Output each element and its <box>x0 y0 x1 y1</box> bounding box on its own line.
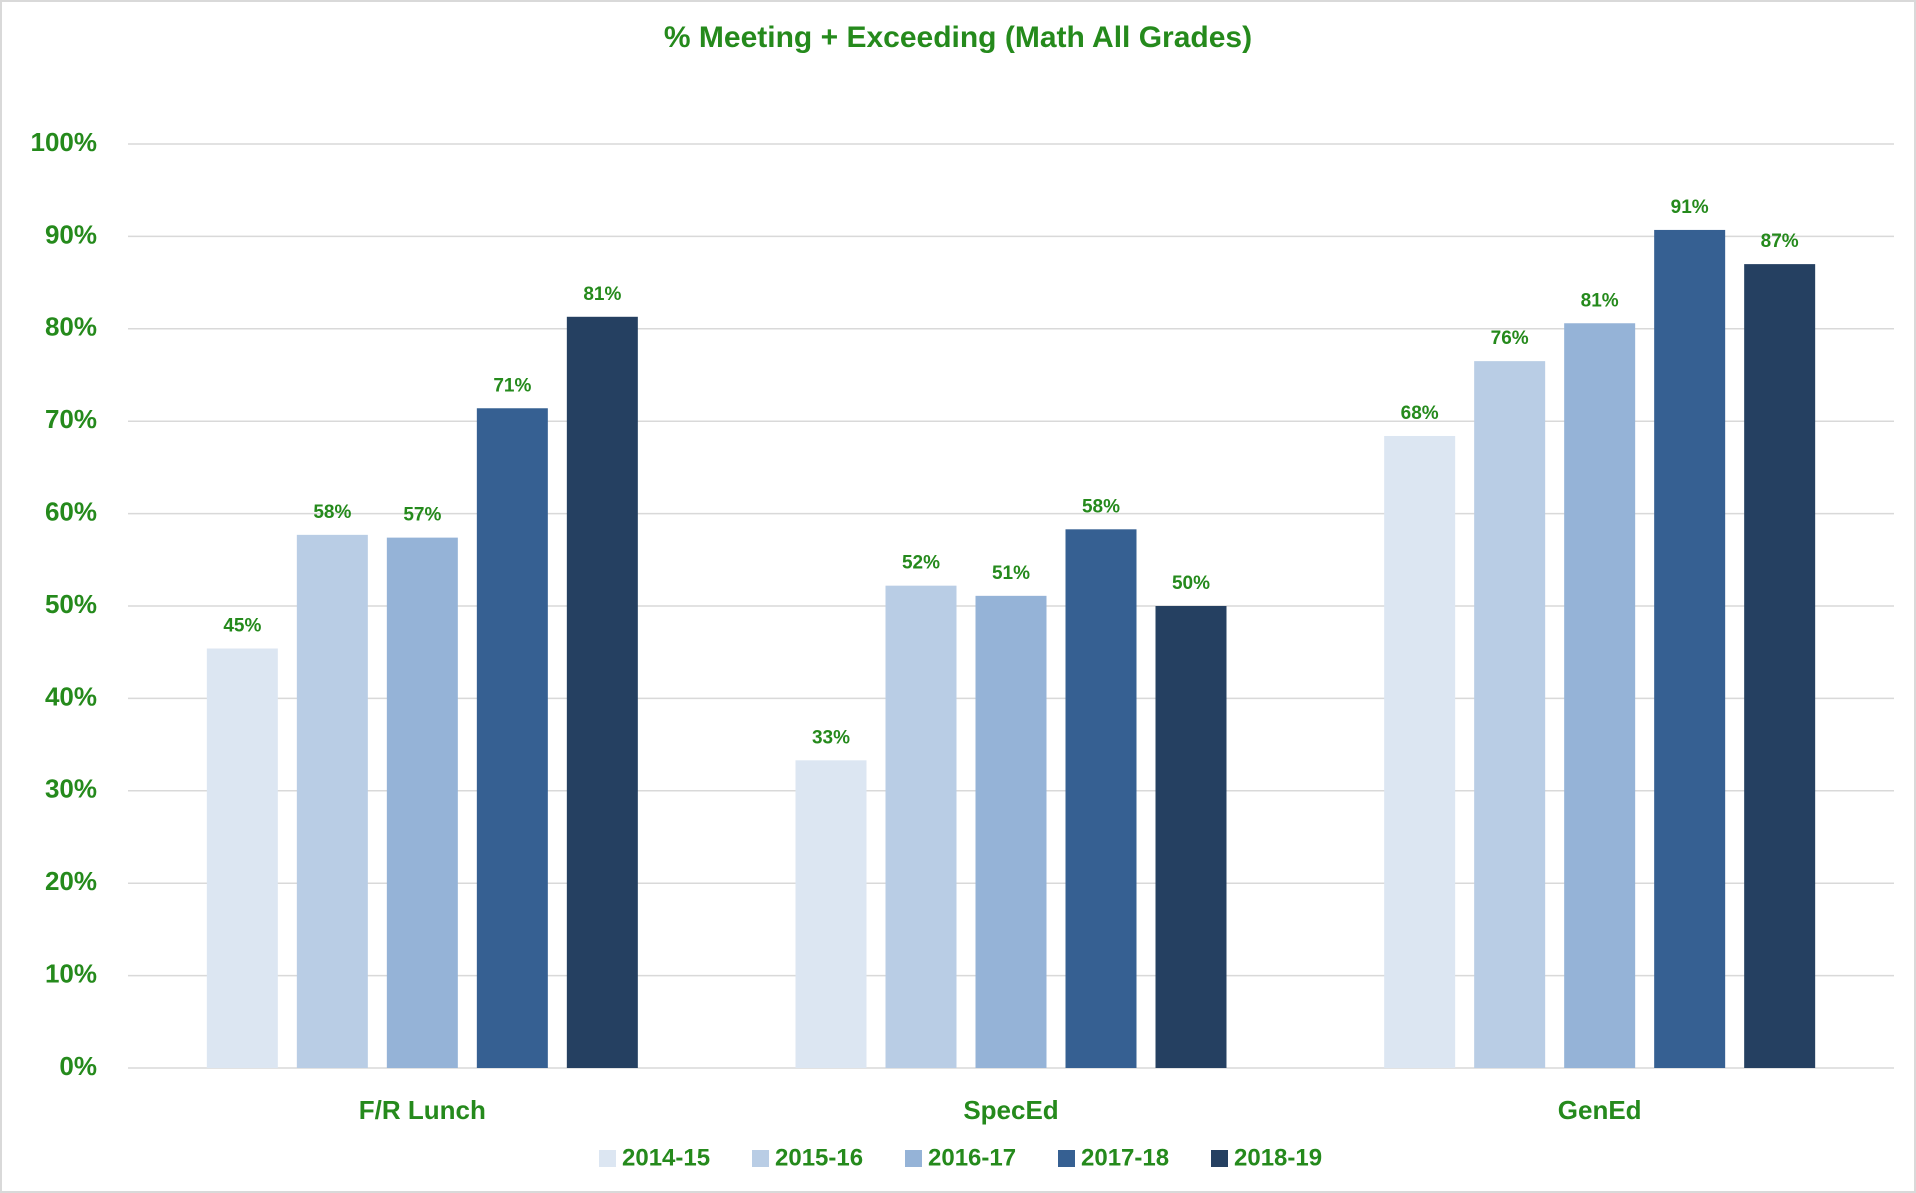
value-label: 87% <box>1761 231 1799 252</box>
bar <box>795 760 867 1068</box>
y-tick-label: 90% <box>45 219 97 249</box>
legend-swatch <box>599 1150 616 1167</box>
value-label: 71% <box>493 375 531 396</box>
value-label: 58% <box>1082 496 1120 517</box>
value-label: 52% <box>902 553 940 574</box>
value-label: 50% <box>1172 573 1210 594</box>
y-tick-label: 100% <box>31 127 98 157</box>
value-label: 81% <box>1581 290 1619 311</box>
bar <box>1654 229 1726 1068</box>
y-tick-label: 0% <box>59 1051 97 1081</box>
value-label: 68% <box>1401 403 1439 424</box>
bar <box>1155 606 1227 1068</box>
bar <box>566 316 638 1069</box>
legend-swatch <box>752 1150 769 1167</box>
x-tick-label: SpecEd <box>963 1095 1058 1125</box>
chart-title: % Meeting + Exceeding (Math All Grades) <box>664 21 1252 54</box>
legend-label: 2017-18 <box>1081 1144 1169 1171</box>
y-tick-label: 80% <box>45 312 97 342</box>
value-label: 57% <box>403 505 441 526</box>
legend-swatch <box>905 1150 922 1167</box>
y-tick-label: 10% <box>45 958 97 988</box>
bar <box>386 537 458 1068</box>
value-label: 51% <box>992 563 1030 584</box>
bar <box>476 408 548 1068</box>
bar <box>1744 264 1816 1068</box>
bar <box>1065 529 1137 1068</box>
value-label: 58% <box>313 502 351 523</box>
bar <box>975 595 1047 1068</box>
y-tick-label: 70% <box>45 404 97 434</box>
bar <box>885 585 957 1068</box>
bar <box>296 534 368 1068</box>
bar <box>1474 361 1546 1068</box>
y-tick-label: 50% <box>45 589 97 619</box>
value-label: 33% <box>812 727 850 748</box>
y-tick-label: 40% <box>45 681 97 711</box>
x-tick-label: F/R Lunch <box>359 1095 486 1125</box>
bar <box>1564 323 1636 1069</box>
legend-label: 2018-19 <box>1234 1144 1322 1171</box>
x-tick-label: GenEd <box>1558 1095 1642 1125</box>
y-tick-label: 30% <box>45 774 97 804</box>
value-label: 91% <box>1671 197 1709 218</box>
bar <box>1384 435 1456 1068</box>
bar <box>206 648 278 1068</box>
value-label: 81% <box>583 284 621 305</box>
legend-label: 2015-16 <box>775 1144 863 1171</box>
y-tick-label: 60% <box>45 496 97 526</box>
legend-label: 2014-15 <box>622 1144 710 1171</box>
legend-swatch <box>1058 1150 1075 1167</box>
legend-label: 2016-17 <box>928 1144 1016 1171</box>
value-label: 45% <box>223 616 261 637</box>
legend-swatch <box>1211 1150 1228 1167</box>
y-tick-label: 20% <box>45 866 97 896</box>
value-label: 76% <box>1491 328 1529 349</box>
